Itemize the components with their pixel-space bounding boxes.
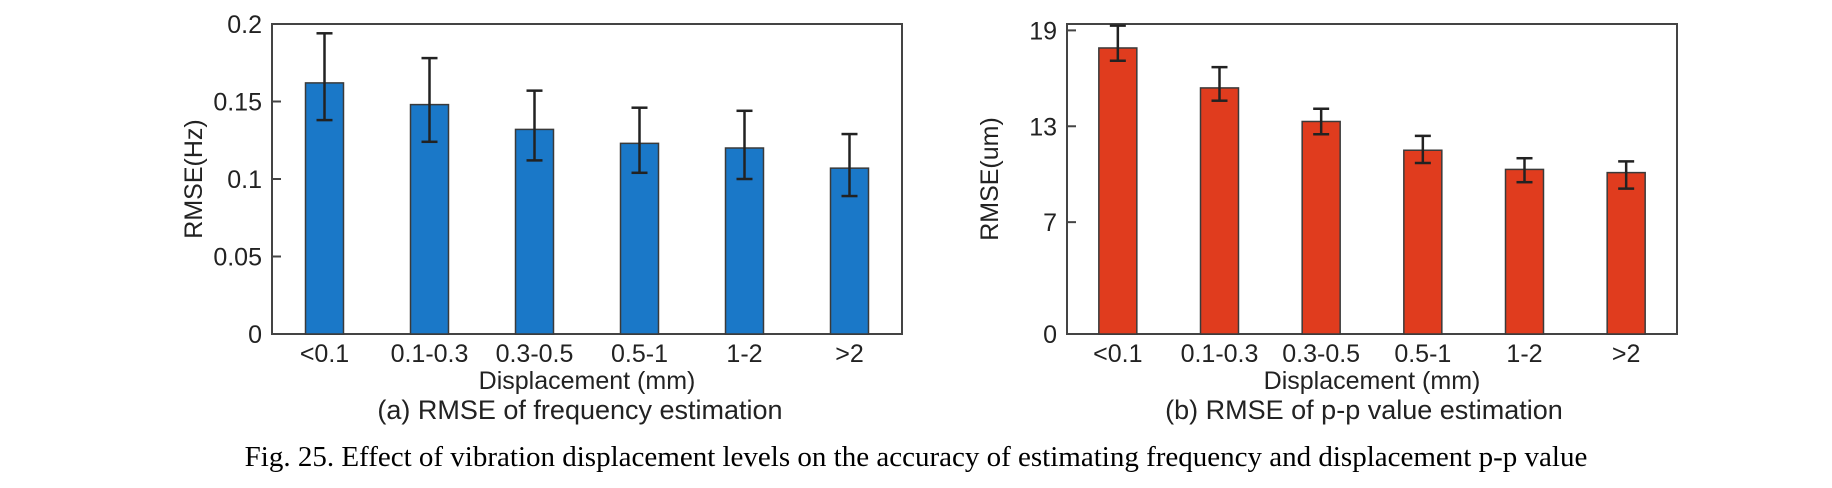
x-axis-label: Displacement (mm) xyxy=(1264,367,1481,395)
y-tick-label: 0.15 xyxy=(213,89,262,117)
bar xyxy=(1504,168,1545,335)
bar xyxy=(304,82,345,335)
y-tick-label: 0 xyxy=(1043,321,1057,349)
y-axis-label: RMSE(Hz) xyxy=(180,119,208,238)
x-tick-label: 0.1-0.3 xyxy=(1181,340,1259,368)
subcaption: (b) RMSE of p-p value estimation xyxy=(1165,395,1563,425)
x-axis-label: Displacement (mm) xyxy=(479,367,696,395)
y-tick-label: 0.2 xyxy=(227,11,262,39)
chart-panel-pp-value: 0 7 13 19 <0.1 0.1-0.3 0.3-0.5 0.5-1 1-2 >2 RMSE(… xyxy=(976,17,1678,425)
bar xyxy=(1606,171,1646,335)
bar xyxy=(1098,47,1138,335)
x-tick-label: 0.5-1 xyxy=(611,340,668,368)
y-tick-label: 7 xyxy=(1043,209,1057,237)
x-tick-label: >2 xyxy=(1612,340,1641,368)
plot-frame xyxy=(1066,23,1678,335)
bar xyxy=(1403,149,1443,335)
chart-panel-frequency: 0 0.05 0.1 0.15 0.2 <0.1 0.1-0.3 0.3-0.5 0.5-1 1-… xyxy=(180,11,903,425)
bar xyxy=(1301,120,1341,335)
bar xyxy=(1199,87,1240,335)
x-tick-label: 0.1-0.3 xyxy=(391,340,469,368)
y-tick-label: 0 xyxy=(248,321,262,349)
subcaption: (a) RMSE of frequency estimation xyxy=(377,395,782,425)
x-tick-label: 0.5-1 xyxy=(1394,340,1451,368)
x-tick-label: >2 xyxy=(835,340,864,368)
x-tick-label: 0.3-0.5 xyxy=(1282,340,1360,368)
y-tick-label: 13 xyxy=(1029,113,1057,141)
x-tick-label: 1-2 xyxy=(726,340,762,368)
y-tick-label: 0.1 xyxy=(227,166,262,194)
bar xyxy=(514,128,555,335)
bar xyxy=(619,142,660,335)
x-tick-label: 1-2 xyxy=(1506,340,1542,368)
x-tick-label: <0.1 xyxy=(1093,340,1142,368)
bars-group: 0 7 13 19 <0.1 0.1-0.3 0.3-0.5 0.5-1 1-2 >2 xyxy=(1029,17,1646,368)
plot-frame xyxy=(271,23,903,335)
y-tick-label: 19 xyxy=(1029,17,1057,45)
y-axis-label: RMSE(um) xyxy=(976,117,1004,241)
figure-caption: Fig. 25. Effect of vibration displacemen… xyxy=(245,441,1588,473)
x-tick-label: <0.1 xyxy=(300,340,349,368)
bars-group: 0 0.05 0.1 0.15 0.2 <0.1 0.1-0.3 0.3-0.5 0.5-1 1-… xyxy=(213,11,870,368)
y-tick-label: 0.05 xyxy=(213,244,262,272)
x-tick-label: 0.3-0.5 xyxy=(496,340,574,368)
